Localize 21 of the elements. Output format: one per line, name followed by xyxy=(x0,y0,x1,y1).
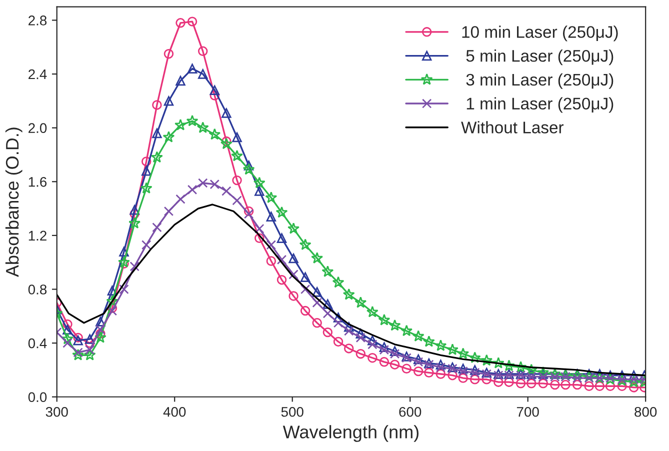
y-tick-label: 0.0 xyxy=(28,392,47,402)
legend-label: 5 min Laser (250μJ) xyxy=(466,50,614,66)
y-tick-label: 2.8 xyxy=(28,16,47,26)
x-axis-title: Wavelength (nm) xyxy=(282,425,419,442)
x-tick-label: 700 xyxy=(516,406,539,417)
y-tick-label: 0.4 xyxy=(28,338,47,348)
y-tick-label: 2.4 xyxy=(28,69,47,80)
x-tick-label: 300 xyxy=(46,406,68,417)
x-tick-label: 400 xyxy=(163,406,186,417)
y-tick-label: 2.0 xyxy=(28,123,47,134)
y-axis-title: Absorbance (O.D.) xyxy=(5,128,22,278)
y-tick-label: 1.2 xyxy=(28,230,46,240)
x-tick-label: 800 xyxy=(634,406,657,417)
legend-label: 3 min Laser (250μJ) xyxy=(466,73,614,89)
legend-label: Without Laser xyxy=(461,121,564,134)
y-tick-label: 1.6 xyxy=(28,176,47,187)
x-tick-label: 600 xyxy=(399,406,422,417)
legend-label: 1 min Laser (250μJ) xyxy=(466,97,614,113)
x-tick-label: 500 xyxy=(281,406,304,417)
legend-label: 10 min Laser (250μJ) xyxy=(462,26,618,42)
y-tick-label: 0.8 xyxy=(28,284,47,294)
